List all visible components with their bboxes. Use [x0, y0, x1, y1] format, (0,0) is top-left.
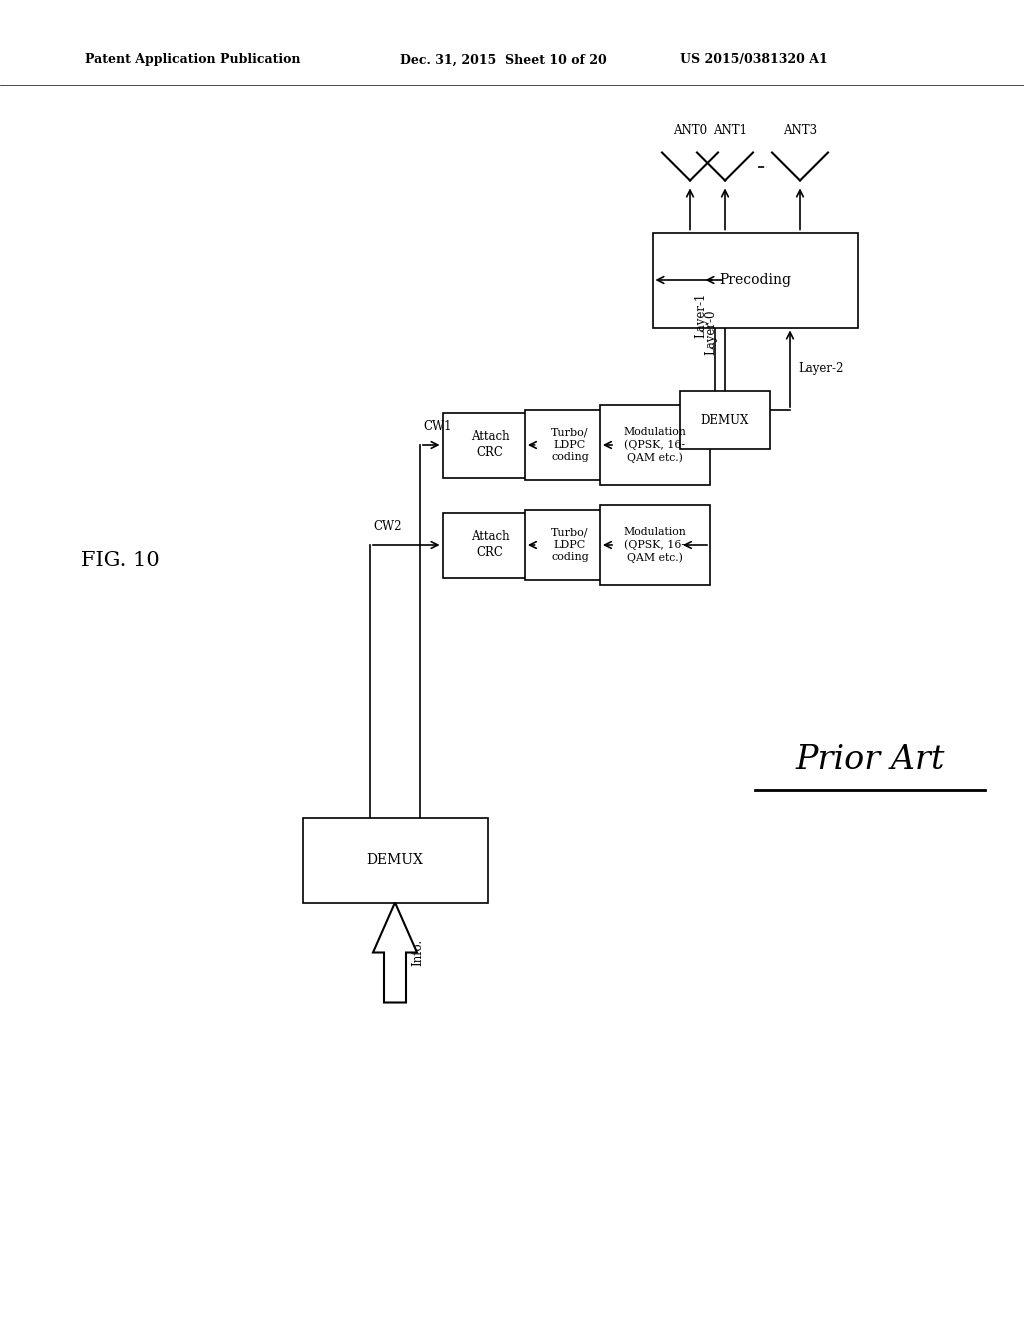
- Text: ANT1: ANT1: [713, 124, 746, 137]
- Bar: [442, 412, 538, 478]
- Text: Attach
CRC: Attach CRC: [471, 531, 509, 560]
- Bar: [302, 817, 487, 903]
- Text: FIG. 10: FIG. 10: [81, 550, 160, 569]
- Text: ANT0: ANT0: [673, 124, 707, 137]
- Bar: [600, 506, 710, 585]
- Bar: [442, 512, 538, 578]
- Bar: [600, 405, 710, 484]
- Text: Layer-1: Layer-1: [694, 293, 707, 338]
- Bar: [525, 411, 615, 480]
- Text: Patent Application Publication: Patent Application Publication: [85, 54, 300, 66]
- Text: DEMUX: DEMUX: [700, 413, 750, 426]
- Bar: [525, 510, 615, 579]
- Text: CW2: CW2: [373, 520, 401, 533]
- Text: ANT3: ANT3: [783, 124, 817, 137]
- Text: Modulation
(QPSK, 16-
QAM etc.): Modulation (QPSK, 16- QAM etc.): [624, 426, 686, 463]
- Text: Prior Art: Prior Art: [796, 744, 945, 776]
- Text: Modulation
(QPSK, 16-
QAM etc.): Modulation (QPSK, 16- QAM etc.): [624, 527, 686, 564]
- Text: Layer-2: Layer-2: [798, 362, 844, 375]
- Text: Turbo/
LDPC
coding: Turbo/ LDPC coding: [551, 428, 589, 462]
- Text: DEMUX: DEMUX: [367, 853, 424, 867]
- Text: Info.: Info.: [411, 939, 424, 966]
- Text: Attach
CRC: Attach CRC: [471, 430, 509, 459]
- Text: CW1: CW1: [423, 420, 452, 433]
- Text: Layer-0: Layer-0: [705, 310, 717, 355]
- Polygon shape: [373, 903, 417, 1002]
- Bar: [652, 232, 857, 327]
- Text: Precoding: Precoding: [719, 273, 791, 286]
- Text: Turbo/
LDPC
coding: Turbo/ LDPC coding: [551, 528, 589, 562]
- Bar: [680, 391, 770, 449]
- Text: US 2015/0381320 A1: US 2015/0381320 A1: [680, 54, 827, 66]
- Text: Dec. 31, 2015  Sheet 10 of 20: Dec. 31, 2015 Sheet 10 of 20: [400, 54, 607, 66]
